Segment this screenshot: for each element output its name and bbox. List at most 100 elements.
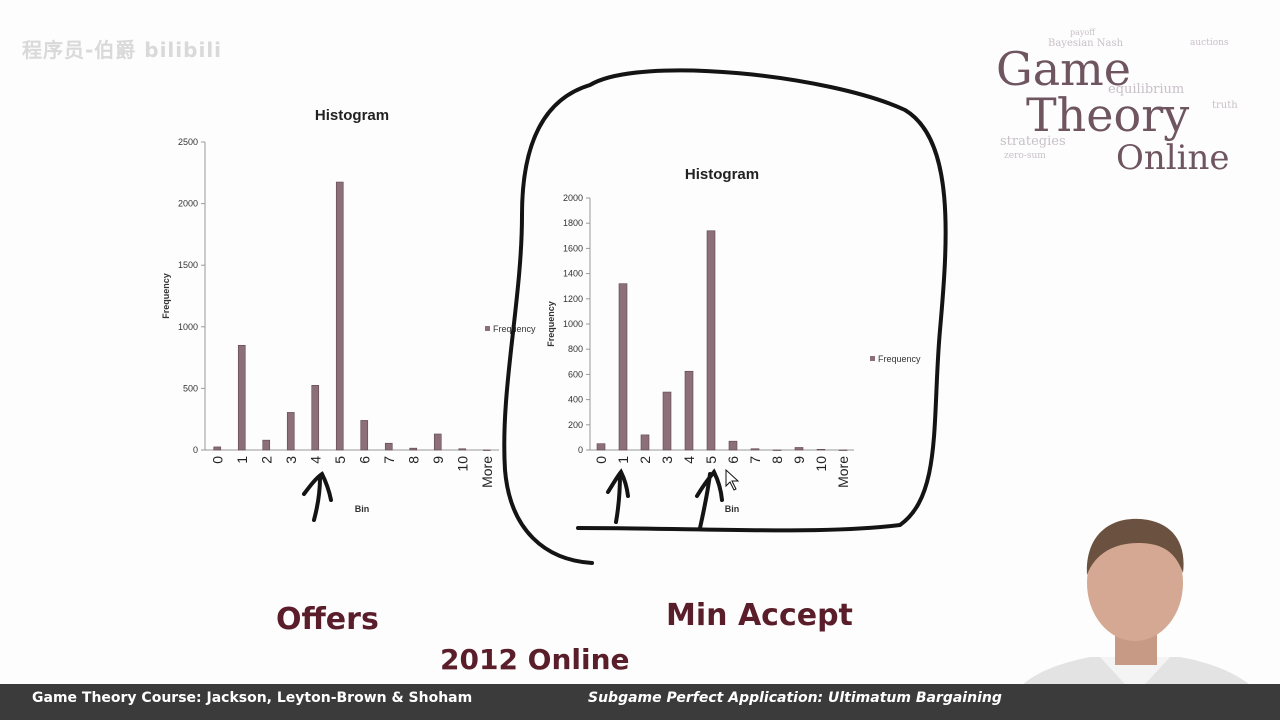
histogram-bar [458, 448, 467, 451]
histogram-bar [662, 391, 672, 451]
logo-cloud-word: auctions [1190, 38, 1229, 48]
x-tick-label: 1 [234, 456, 250, 464]
histogram-bar [384, 442, 393, 451]
y-tick-label: 500 [183, 383, 198, 393]
x-tick-label: More [835, 456, 851, 488]
x-tick-label: More [479, 456, 495, 488]
histogram-bar [286, 412, 295, 451]
x-tick-label: 4 [681, 456, 697, 464]
legend-swatch [485, 326, 490, 331]
histogram-bar [838, 449, 848, 451]
y-tick-label: 1000 [178, 322, 198, 332]
y-tick-label: 1800 [563, 218, 583, 228]
x-tick-label: 3 [283, 456, 299, 464]
histogram-bar [750, 448, 760, 451]
histogram-bar [433, 433, 442, 451]
y-tick-label: 2000 [563, 193, 583, 203]
y-tick-label: 2500 [178, 137, 198, 147]
histogram-bar [816, 449, 826, 451]
game-theory-online-logo: payoff Bayesian Nash auctions Game equil… [990, 22, 1250, 182]
logo-cloud-word: equilibrium [1108, 82, 1185, 97]
histogram-bar [262, 439, 271, 451]
y-tick-label: 0 [193, 445, 198, 455]
histogram-bar [728, 440, 738, 451]
logo-cloud-word: zero-sum [1004, 151, 1046, 161]
logo-line-theory: Theory [1026, 88, 1190, 142]
histogram-bar [596, 443, 606, 451]
caption-min-accept: Min Accept [666, 598, 853, 633]
x-tick-label: 5 [332, 456, 348, 464]
x-tick-label: 5 [703, 456, 719, 464]
logo-line-online: Online [1116, 138, 1230, 178]
caption-offers: Offers [276, 602, 379, 637]
footer-bar: Game Theory Course: Jackson, Leyton-Brow… [0, 684, 1280, 720]
histogram-bar [772, 449, 782, 451]
x-axis-title: Bin [725, 504, 740, 514]
presenter-head [1087, 525, 1183, 641]
presenter-hair [1086, 518, 1184, 575]
x-tick-label: 6 [725, 456, 741, 464]
y-tick-label: 1600 [563, 243, 583, 253]
watermark: 程序员-伯爵 bilibili [22, 38, 223, 62]
x-tick-label: 1 [615, 456, 631, 464]
y-tick-label: 1200 [563, 294, 583, 304]
x-tick-label: 0 [593, 456, 609, 464]
offers-histogram: Histogram 0 500 1000 1500 2000 2500 Frequency 0 1… [155, 100, 575, 520]
footer-course-credit: Game Theory Course: Jackson, Leyton-Brow… [32, 690, 473, 706]
y-tick-label: 400 [568, 395, 583, 405]
x-tick-label: 10 [454, 456, 470, 472]
presenter-collar [1100, 657, 1170, 695]
x-tick-label: 0 [209, 456, 225, 464]
y-tick-label: 1000 [563, 319, 583, 329]
histogram-bar [684, 370, 694, 451]
chart-title: Histogram [685, 166, 759, 183]
x-axis-title: Bin [355, 504, 370, 514]
caption-year: 2012 Online [440, 643, 630, 676]
y-tick-label: 2000 [178, 199, 198, 209]
y-tick-label: 0 [578, 445, 583, 455]
histogram-bar [640, 434, 650, 451]
y-tick-label: 1400 [563, 269, 583, 279]
legend-label: Frequency [493, 324, 536, 334]
min-accept-histogram: Histogram 0 200 400 600 800 1000 1200 1400 1600 18… [535, 160, 955, 530]
offers-histogram-svg: Histogram 0 500 1000 1500 2000 2500 Frequency 0 1… [161, 107, 536, 514]
histogram-bar [706, 230, 716, 451]
histogram-bar [794, 447, 804, 451]
x-tick-label: 9 [791, 456, 807, 464]
y-axis-title: Frequency [546, 301, 556, 347]
histogram-bar [237, 344, 246, 451]
x-tick-label: 3 [659, 456, 675, 464]
min-accept-histogram-svg: Histogram0200400600800100012001400160018… [546, 166, 921, 514]
histogram-bar [335, 181, 344, 451]
x-tick-label: 7 [381, 456, 397, 464]
x-tick-label: 2 [637, 456, 653, 464]
x-tick-label: 6 [356, 456, 372, 464]
y-tick-label: 1500 [178, 260, 198, 270]
y-tick-label: 600 [568, 369, 583, 379]
chart-title: Histogram [315, 107, 389, 124]
y-tick-label: 200 [568, 420, 583, 430]
legend-label: Frequency [878, 354, 921, 364]
histogram-bar [360, 420, 369, 451]
histogram-bar [618, 283, 628, 451]
x-tick-label: 4 [307, 456, 323, 464]
histogram-bar [409, 447, 418, 451]
histogram-bar [311, 385, 320, 451]
y-axis-title: Frequency [161, 273, 171, 319]
logo-cloud-word: Bayesian Nash [1048, 38, 1124, 49]
y-tick-label: 800 [568, 344, 583, 354]
x-tick-label: 9 [430, 456, 446, 464]
logo-line-game: Game [996, 42, 1132, 96]
logo-cloud-word: payoff [1070, 28, 1095, 37]
legend-swatch [870, 356, 875, 361]
footer-lecture-title: Subgame Perfect Application: Ultimatum B… [588, 690, 1002, 706]
x-tick-label: 2 [258, 456, 274, 464]
histogram-bar [482, 449, 491, 451]
logo-cloud-word: truth [1212, 100, 1238, 111]
x-tick-label: 8 [769, 456, 785, 464]
x-tick-label: 7 [747, 456, 763, 464]
logo-cloud-word: strategies [1000, 134, 1066, 149]
x-tick-label: 8 [405, 456, 421, 464]
histogram-bar [213, 446, 222, 451]
